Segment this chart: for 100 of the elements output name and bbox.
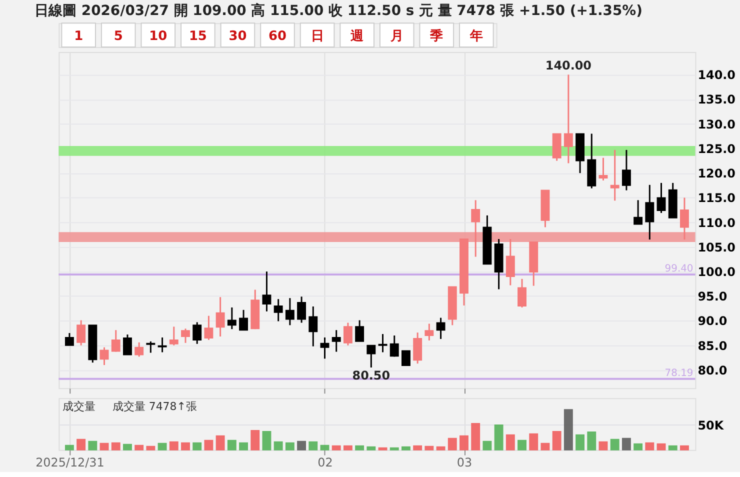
candlestick xyxy=(262,270,272,312)
candlestick xyxy=(343,322,352,346)
bar xyxy=(587,431,596,450)
candlestick xyxy=(413,332,422,364)
candlestick xyxy=(355,320,364,342)
bar xyxy=(158,442,167,450)
candlestick xyxy=(285,297,294,326)
candlestick xyxy=(332,329,341,352)
y-tick-label: 140.0 xyxy=(698,68,736,82)
y-tick-label: 80.0 xyxy=(698,363,728,378)
bar xyxy=(436,446,446,450)
ref-line-label: 99.40 xyxy=(664,263,694,274)
bar xyxy=(622,438,631,450)
x-tick-label: 02 xyxy=(318,455,333,470)
candlestick xyxy=(424,322,434,342)
bar xyxy=(471,422,480,450)
bar xyxy=(634,443,643,450)
bar xyxy=(448,438,457,450)
bar xyxy=(366,446,376,450)
y-tick-label: 105.0 xyxy=(698,240,736,254)
candlestick xyxy=(100,346,109,366)
chart-title: 日線圖 2026/03/27 開 109.00 高 115.00 收 112.50 s 元 量 7478 張 +1.50 (+1.35%) xyxy=(34,2,642,20)
bar xyxy=(645,442,654,450)
candlestick xyxy=(598,157,608,182)
bar xyxy=(146,446,156,450)
y-tick-label: 50K xyxy=(698,418,724,432)
bar xyxy=(540,442,550,450)
bar xyxy=(134,444,144,450)
bar xyxy=(262,430,272,450)
bar xyxy=(401,446,410,450)
candlestick xyxy=(308,306,318,348)
y-tick-label: 130.0 xyxy=(698,117,736,132)
bar xyxy=(123,444,132,450)
ref-line-label: 78.19 xyxy=(664,368,694,379)
bar xyxy=(552,430,562,450)
bar xyxy=(610,438,620,450)
bar xyxy=(250,430,260,450)
candlestick xyxy=(204,315,214,341)
candlestick xyxy=(239,309,248,331)
bar xyxy=(100,442,109,450)
candlestick xyxy=(378,333,388,353)
candlestick xyxy=(401,350,410,366)
y-tick-label: 85.0 xyxy=(698,338,728,353)
candlestick xyxy=(123,334,132,356)
candlestick xyxy=(622,149,631,192)
bar xyxy=(656,443,666,450)
y-tick-label: 135.0 xyxy=(698,92,736,107)
bar xyxy=(482,440,492,450)
bar xyxy=(494,424,504,450)
candlestick xyxy=(634,199,643,226)
candlestick xyxy=(169,326,178,346)
y-tick-label: 95.0 xyxy=(698,290,728,304)
candlestick xyxy=(158,336,167,353)
annotation: 80.50 xyxy=(352,368,390,382)
bar xyxy=(564,409,573,450)
candlestick xyxy=(506,238,515,286)
bar xyxy=(274,441,283,450)
bar xyxy=(308,441,318,450)
candlestick xyxy=(320,336,330,360)
bar xyxy=(668,445,678,450)
bar xyxy=(76,438,86,450)
annotation: 成交量 7478↑張 xyxy=(112,400,197,414)
candlestick xyxy=(471,199,480,258)
candlestick xyxy=(111,329,120,352)
y-tick-label: 125.0 xyxy=(698,142,736,156)
bar xyxy=(598,441,608,450)
text: 1 5 10 15 30 60 日 週 月 季 年 xyxy=(74,29,483,44)
candlestick xyxy=(192,321,202,345)
candlestick xyxy=(274,298,283,322)
candlestick xyxy=(64,332,74,346)
bar xyxy=(111,442,120,450)
bar xyxy=(181,442,190,450)
candlestick xyxy=(76,320,86,346)
candlestick xyxy=(216,296,225,338)
bar xyxy=(529,433,538,450)
bar xyxy=(216,435,225,450)
candlestick xyxy=(366,344,376,368)
bar xyxy=(413,445,422,450)
candlestick xyxy=(436,317,446,340)
candlestick xyxy=(610,149,620,202)
candlestick xyxy=(134,342,144,358)
candlestick xyxy=(390,334,399,358)
bar xyxy=(680,445,689,450)
y-tick-label: 110.0 xyxy=(698,216,736,230)
bar xyxy=(285,442,294,450)
x-tick-label: 03 xyxy=(456,455,472,470)
bar xyxy=(169,441,178,450)
candlestick xyxy=(680,196,689,240)
bar xyxy=(192,442,202,450)
bar xyxy=(506,434,515,450)
y-tick-label: 90.0 xyxy=(698,314,728,328)
candlestick xyxy=(181,328,190,344)
candlestick xyxy=(227,306,236,330)
candlestick xyxy=(146,340,156,354)
bar xyxy=(227,440,236,450)
candlestick xyxy=(297,296,306,324)
y-tick-label: 100.0 xyxy=(698,265,736,279)
bar xyxy=(64,444,74,450)
bar xyxy=(460,435,468,450)
chart-title: 成交量 xyxy=(62,400,96,414)
